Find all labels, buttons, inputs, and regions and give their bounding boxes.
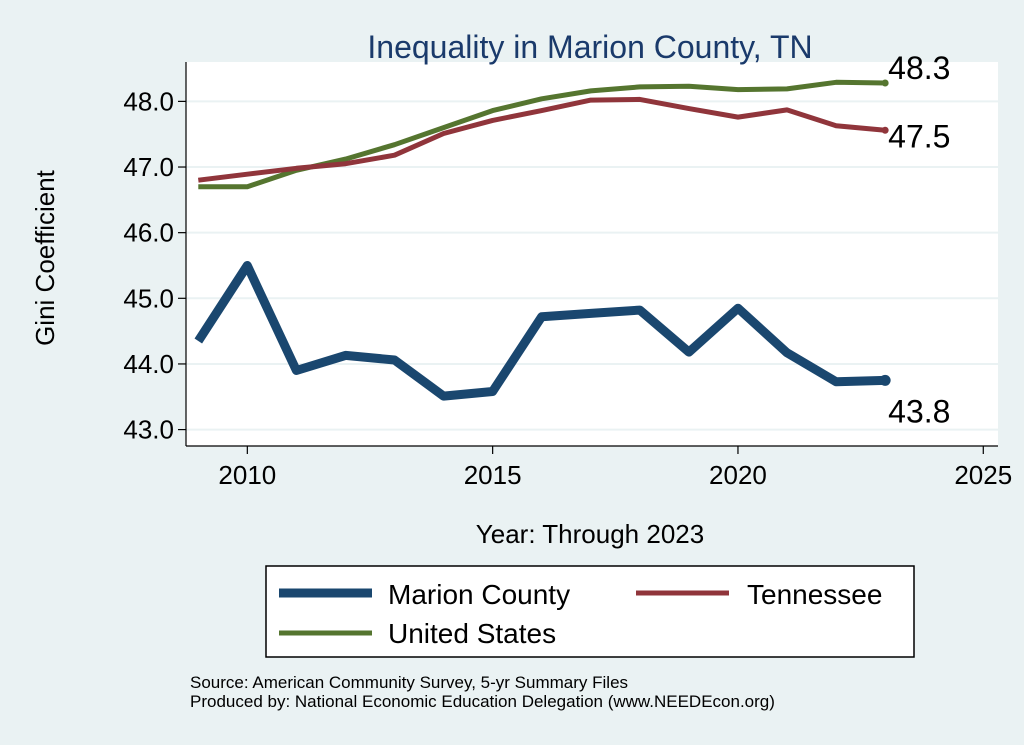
x-tick-label: 2020 — [709, 460, 767, 490]
end-label-marion-county: 43.8 — [888, 393, 950, 429]
series-lines — [194, 79, 891, 401]
chart-title: Inequality in Marion County, TN — [367, 29, 812, 65]
legend: Marion County Tennessee United States — [265, 565, 915, 658]
legend-label-marion-county: Marion County — [388, 579, 570, 610]
end-labels: 43.8 47.5 48.3 — [888, 50, 950, 429]
x-ticks: 2010 2015 2020 2025 — [218, 446, 1012, 490]
legend-box — [265, 565, 915, 658]
x-tick-label: 2025 — [954, 460, 1012, 490]
legend-label-tennessee: Tennessee — [747, 579, 882, 610]
x-tick-label: 2015 — [464, 460, 522, 490]
y-tick-label: 46.0 — [123, 218, 174, 248]
series-end-point-marion-county — [879, 374, 891, 386]
y-tick-label: 48.0 — [123, 86, 174, 116]
x-axis-label: Year: Through 2023 — [476, 519, 704, 549]
end-label-tennessee: 47.5 — [888, 118, 950, 154]
source-line-1: Source: American Community Survey, 5-yr … — [190, 673, 628, 692]
y-tick-label: 47.0 — [123, 152, 174, 182]
y-ticks: 43.0 44.0 45.0 46.0 47.0 48.0 — [123, 86, 186, 445]
series-line-marion-county — [194, 261, 886, 401]
plot-area — [186, 62, 998, 446]
x-tick-label: 2010 — [218, 460, 276, 490]
y-axis-label: Gini Coefficient — [30, 169, 60, 346]
y-tick-label: 45.0 — [123, 283, 174, 313]
y-tick-label: 44.0 — [123, 349, 174, 379]
end-label-united-states: 48.3 — [888, 50, 950, 86]
series-line-tennessee — [197, 96, 886, 183]
source-line-2: Produced by: National Economic Education… — [190, 692, 775, 711]
series-end-point-united-states — [881, 79, 889, 87]
legend-label-united-states: United States — [388, 618, 556, 649]
series-end-point-tennessee — [881, 126, 889, 134]
y-tick-label: 43.0 — [123, 415, 174, 445]
